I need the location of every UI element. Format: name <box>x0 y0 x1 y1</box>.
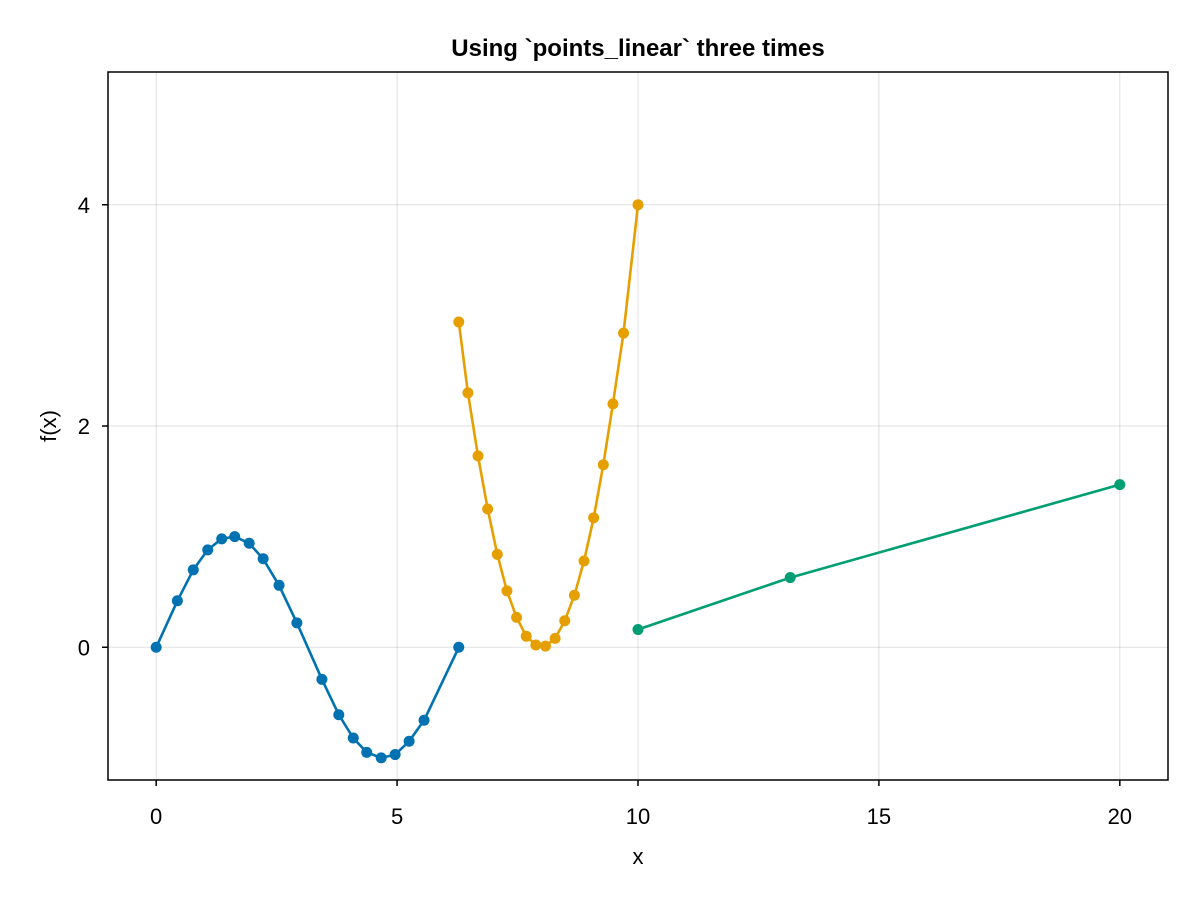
x-axis-label: x <box>633 844 644 869</box>
data-point <box>597 459 609 471</box>
data-point <box>403 735 415 747</box>
data-point <box>530 639 542 651</box>
grid <box>108 72 1168 780</box>
y-axis-label: f(x) <box>36 410 61 442</box>
data-point <box>618 327 630 339</box>
x-tick-label: 10 <box>626 804 650 829</box>
data-point <box>549 632 561 644</box>
data-point <box>632 624 644 636</box>
data-point <box>243 537 255 549</box>
data-point <box>607 398 619 410</box>
data-point <box>291 617 303 629</box>
data-point <box>453 316 465 328</box>
data-point <box>568 589 580 601</box>
data-point <box>1114 479 1126 491</box>
data-point <box>333 709 345 721</box>
data-point <box>347 732 359 744</box>
series-layer <box>150 199 1126 764</box>
data-point <box>229 531 241 543</box>
data-point <box>453 641 465 653</box>
y-axis: 0 2 4 <box>78 193 108 660</box>
data-point <box>389 749 401 761</box>
data-point <box>501 585 513 597</box>
chart-title: Using `points_linear` three times <box>451 35 824 62</box>
x-axis: 0 5 10 15 20 <box>150 780 1132 829</box>
data-point <box>171 595 183 607</box>
data-point <box>520 630 532 642</box>
y-tick-label: 4 <box>78 193 90 218</box>
data-point <box>588 512 600 524</box>
y-tick-label: 0 <box>78 635 90 660</box>
data-point <box>578 555 590 567</box>
data-point <box>482 503 494 515</box>
x-tick-label: 5 <box>391 804 403 829</box>
data-point <box>539 640 551 652</box>
data-point <box>361 746 373 758</box>
data-point <box>784 572 796 584</box>
data-point <box>472 450 484 462</box>
data-point <box>375 752 387 764</box>
data-point <box>273 579 285 591</box>
data-point <box>511 611 523 623</box>
x-tick-label: 20 <box>1108 804 1132 829</box>
data-point <box>316 673 328 685</box>
y-tick-label: 2 <box>78 414 90 439</box>
data-point <box>216 533 228 545</box>
series-2 <box>453 199 644 652</box>
data-point <box>187 564 199 576</box>
data-point <box>257 553 269 565</box>
data-point <box>632 199 644 211</box>
series-line <box>457 204 640 648</box>
series-3 <box>632 479 1126 636</box>
data-point <box>202 544 214 556</box>
data-point <box>418 714 430 726</box>
x-tick-label: 0 <box>150 804 162 829</box>
data-point <box>559 615 571 627</box>
data-point <box>150 641 162 653</box>
data-point <box>462 387 474 399</box>
x-tick-label: 15 <box>867 804 891 829</box>
data-point <box>491 548 503 560</box>
series-1 <box>150 531 465 764</box>
